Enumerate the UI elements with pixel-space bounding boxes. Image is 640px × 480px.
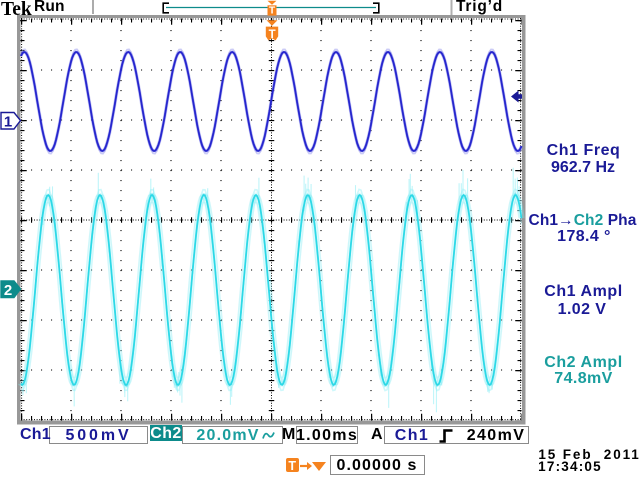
svg-text:T: T <box>269 29 276 41</box>
svg-text:2: 2 <box>4 282 12 299</box>
svg-text:T: T <box>269 6 275 17</box>
svg-text:1: 1 <box>4 114 12 131</box>
